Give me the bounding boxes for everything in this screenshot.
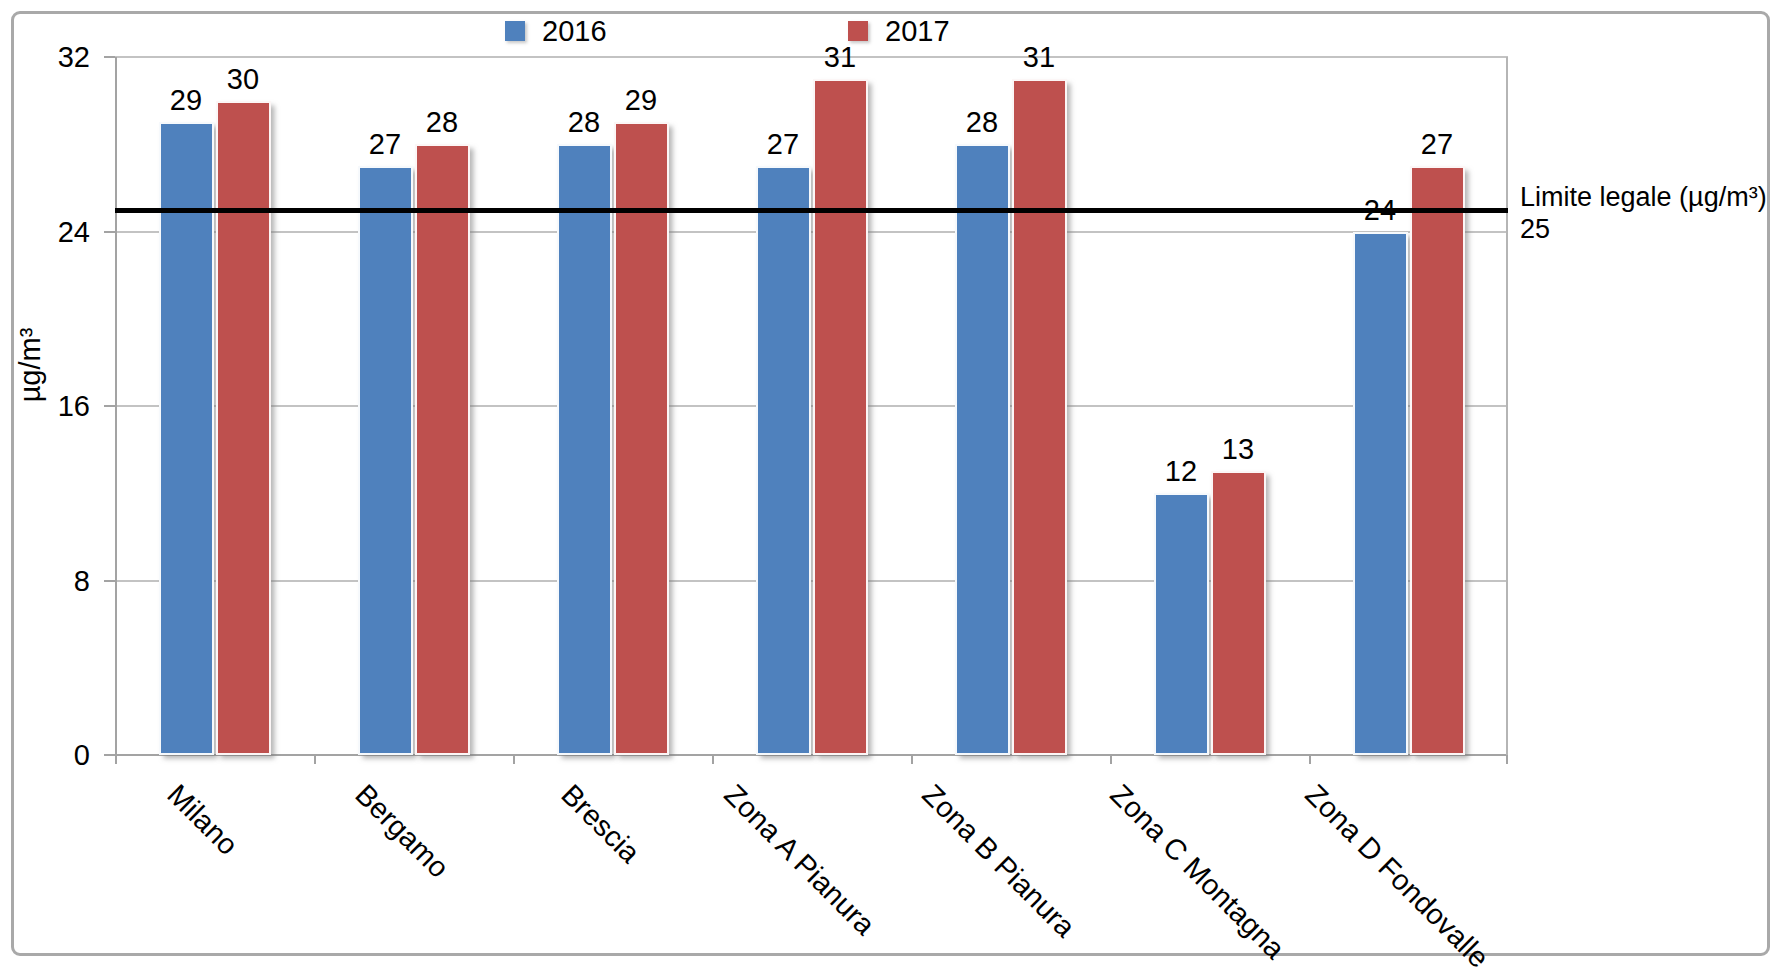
bar-2016: [557, 144, 612, 755]
legend-label-2017: 2017: [885, 14, 950, 48]
y-axis: [115, 57, 117, 755]
limit-line-annotation: Limite legale (µg/m³) 25: [1520, 181, 1767, 245]
x-tick-mark: [1506, 755, 1508, 764]
bar-2016: [1353, 232, 1408, 756]
bar-2017: [1211, 471, 1266, 755]
x-tick-mark: [314, 755, 316, 764]
data-label: 27: [1387, 127, 1487, 161]
y-tick-label: 16: [27, 390, 90, 422]
x-tick-mark: [115, 755, 117, 764]
y-tick-mark: [104, 231, 115, 233]
chart: 2016 2017 µg/m³ 081624322930Milano2728Be…: [0, 0, 1781, 967]
x-tick-mark: [911, 755, 913, 764]
y-tick-label: 0: [27, 739, 90, 771]
bar-2017: [614, 122, 669, 755]
gridline-24: [115, 231, 1508, 233]
y-tick-label: 32: [27, 41, 90, 73]
y-tick-mark: [104, 56, 115, 58]
data-label: 30: [193, 62, 293, 96]
bar-2017: [1012, 79, 1067, 755]
bar-2017: [1410, 166, 1465, 755]
plot-right-border: [1506, 57, 1508, 755]
limit-line-value: 25: [1520, 213, 1767, 245]
x-tick-mark: [513, 755, 515, 764]
y-tick-label: 24: [27, 216, 90, 248]
legend-entry-2016: 2016: [505, 14, 607, 48]
y-tick-label: 8: [27, 565, 90, 597]
x-tick-mark: [1110, 755, 1112, 764]
data-label: 28: [392, 105, 492, 139]
x-tick-mark: [712, 755, 714, 764]
data-label: 28: [932, 105, 1032, 139]
limit-line: [115, 208, 1508, 213]
legend-label-2016: 2016: [542, 14, 607, 48]
bar-2017: [813, 79, 868, 755]
data-label: 13: [1188, 432, 1288, 466]
bar-2017: [216, 101, 271, 755]
data-label: 29: [591, 83, 691, 117]
data-label: 31: [790, 40, 890, 74]
x-tick-mark: [1309, 755, 1311, 764]
legend-swatch-2016: [505, 21, 525, 41]
bar-2016: [756, 166, 811, 755]
bar-2016: [1154, 493, 1209, 755]
y-tick-mark: [104, 754, 115, 756]
y-tick-mark: [104, 580, 115, 582]
legend-swatch-2017: [848, 21, 868, 41]
bar-2016: [358, 166, 413, 755]
bar-2016: [159, 122, 214, 755]
limit-line-label: Limite legale (µg/m³): [1520, 181, 1767, 213]
gridline-16: [115, 405, 1508, 407]
data-label: 31: [989, 40, 1089, 74]
x-axis: [115, 754, 1508, 756]
gridline-8: [115, 580, 1508, 582]
y-tick-mark: [104, 405, 115, 407]
bar-2016: [955, 144, 1010, 755]
bar-2017: [415, 144, 470, 755]
data-label: 27: [733, 127, 833, 161]
plot-area: 081624322930Milano2728Bergamo2829Brescia…: [115, 57, 1508, 755]
